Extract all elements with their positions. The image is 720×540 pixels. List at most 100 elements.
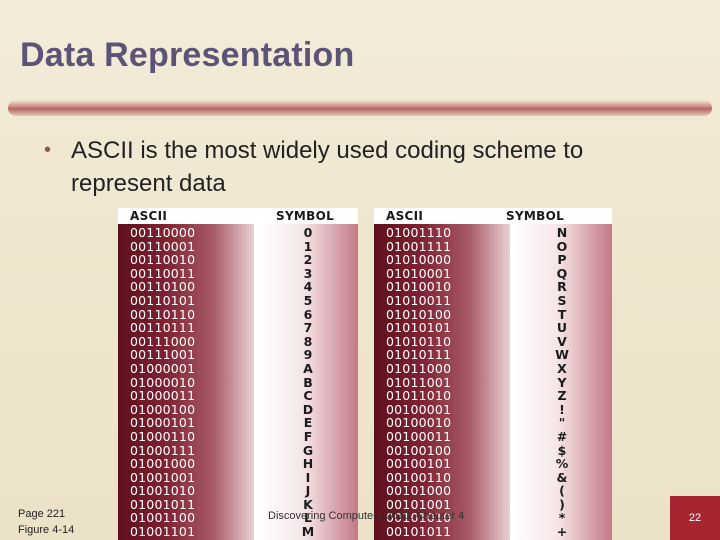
table-row: 00100001! [374,403,612,417]
ascii-code: 01010110 [386,333,452,349]
symbol-cell: W [555,347,569,363]
ascii-code: 00101001 [386,496,452,512]
table-row: 01010101 U [374,321,612,335]
ascii-code: 01001110 [386,225,452,240]
table-row: 01000010 B [118,374,358,390]
page-reference: Page 221 Figure 4-14 [18,506,74,538]
symbol-column-band [512,224,612,540]
symbol-cell: 0 [303,225,313,240]
symbol-cell: V [557,333,567,349]
ascii-code: 00110110 [130,306,196,322]
ascii-code: 00100101 [386,456,452,472]
ascii-code: 00100001 [386,401,452,417]
table-row: 01001111 O [374,238,612,254]
table-row: 01001010 J [118,484,358,498]
table-row: 00100101% [374,457,612,471]
bullet-point: • ASCII is the most widely used coding s… [44,134,644,200]
table-header: ASCII SYMBOL [374,208,612,224]
page-ref-figure: Figure 4-14 [18,524,75,536]
symbol-cell: B [303,374,313,390]
table-row: 01000111 G [118,442,358,458]
table-row: 00101010 * [374,511,612,525]
ascii-code: 01001011 [130,496,196,512]
symbol-cell: 1 [303,238,313,254]
table-row: 01000100 D [118,403,358,417]
symbol-cell: 4 [303,279,313,295]
ascii-code: 01001000 [130,456,196,472]
ascii-code: 01010000 [386,252,452,268]
symbol-cell: L [304,510,312,526]
ascii-code: 00110100 [130,279,196,295]
symbol-cell: S [557,292,567,308]
table-row: 00100100 $ [374,443,612,458]
symbol-cell: D [302,401,314,417]
table-row: 01000011 C [118,389,358,403]
symbol-cell: ! [559,401,565,417]
ascii-code: 00101000 [386,483,452,499]
ascii-code: 01010101 [386,320,452,336]
symbol-cell: U [556,320,568,336]
symbol-cell: M [301,524,315,540]
table-row: 01011000 X [374,362,612,376]
header-ascii: ASCII [386,209,424,223]
ascii-code: 01011010 [386,388,452,404]
table-row: 01001001 I [118,471,358,485]
table-row: 01001110 N [374,226,612,240]
bullet-icon: • [44,139,52,161]
ascii-code: 01011000 [386,360,452,376]
ascii-code: 00110000 [130,225,196,240]
ascii-code: 01010001 [386,265,452,281]
slide-number: 22 [670,496,720,540]
header-symbol: SYMBOL [506,209,565,223]
symbol-cell: P [557,252,567,268]
table-row: 01010011 S [374,294,612,308]
ascii-table-left: ASCII SYMBOL 00110000 0 00110001 1 00110010 2… [118,208,358,540]
symbol-cell: Z [557,388,567,404]
ascii-code: 01000110 [130,428,196,444]
ascii-code: 01010011 [386,292,452,308]
ascii-code: 01001001 [130,469,196,485]
symbol-cell: 6 [303,306,313,322]
symbol-cell: 7 [303,320,313,336]
table-row: 00101000 ( [374,484,612,498]
ascii-code: 00100010 [386,415,452,431]
table-row: 01010001 Q [374,267,612,281]
table-row: 01001011 K [118,498,358,512]
table-row: 01000110 F [118,430,358,444]
symbol-cell: 8 [303,333,313,349]
symbol-cell: J [305,483,311,499]
symbol-cell: A [303,360,313,376]
table-rows: 00110000 0 00110001 1 00110010 2 00110011 3 0011… [118,226,358,539]
table-row: 00110101 5 [118,294,358,308]
ascii-code: 00101010 [386,510,452,526]
symbol-cell: 5 [303,292,313,308]
page-ref-page: Page 221 [18,508,66,520]
ascii-column-band [374,224,510,540]
symbol-cell: ) [559,496,565,512]
table-row: 00111000 8 [118,335,358,349]
symbol-cell: # [556,428,568,444]
table-row: 00110111 7 [118,321,358,335]
table-row: 01010010 R [374,280,612,294]
table-row: 00100011 # [374,430,612,444]
slide-title: Data Representation [20,36,355,74]
table-row: 00110110 6 [118,306,358,322]
header-symbol: SYMBOL [276,209,335,223]
ascii-code: 01001010 [130,483,196,499]
symbol-cell: " [558,415,566,431]
symbol-cell: G [302,442,314,458]
symbol-cell: O [556,238,568,254]
ascii-code: 01010111 [386,347,452,363]
symbol-cell: E [303,415,313,431]
ascii-code: 00110001 [130,238,196,254]
table-rows: 01001110 N 01001111 O 01010000 P 01010001 Q 0101… [374,226,612,539]
ascii-code: 00111000 [130,333,196,349]
title-underline [8,100,712,116]
ascii-code: 01001101 [130,524,196,540]
bullet-text: ASCII is the most widely used coding sch… [71,137,584,197]
symbol-cell: % [555,456,569,472]
ascii-code: 00100110 [386,469,452,485]
symbol-cell: * [558,510,566,526]
ascii-code: 01010100 [386,306,452,322]
symbol-cell: 3 [303,265,313,281]
